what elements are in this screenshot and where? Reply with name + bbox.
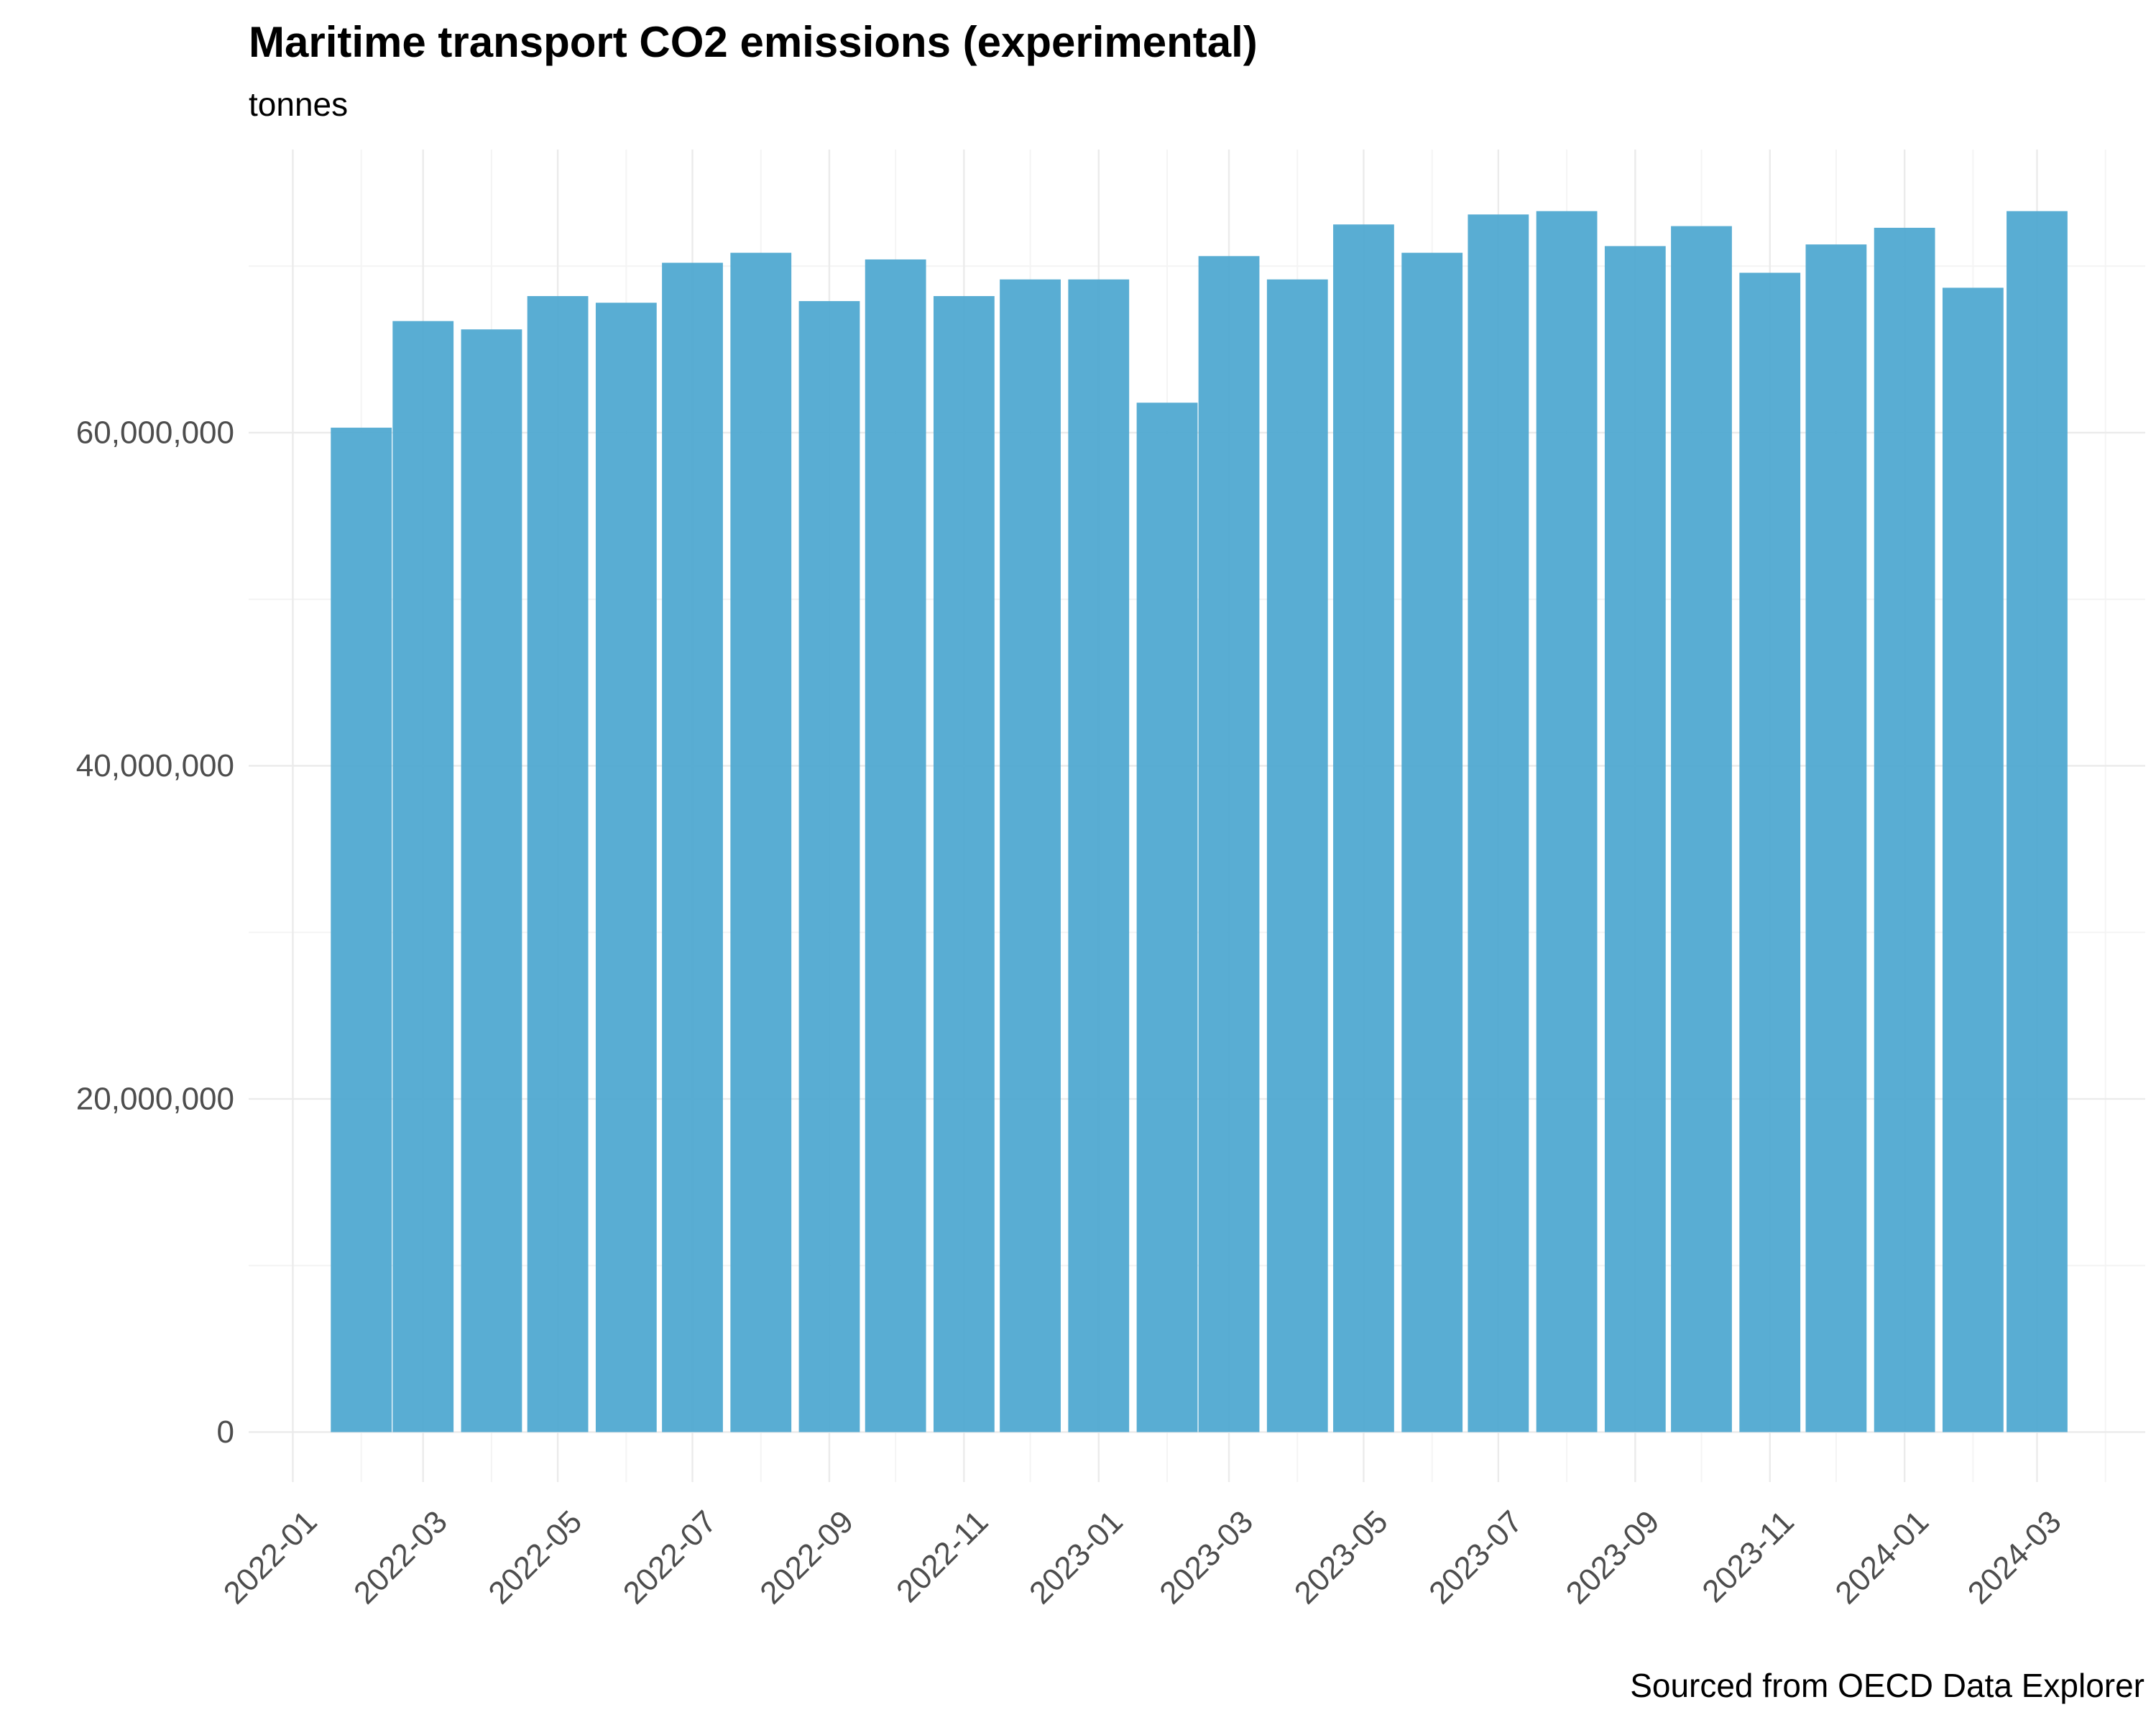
bar-2024-03	[2007, 211, 2068, 1432]
chart-title: Maritime transport CO2 emissions (experi…	[249, 18, 1258, 66]
x-tick-label: 2022-01	[217, 1504, 324, 1611]
x-tick-label: 2023-07	[1422, 1504, 1529, 1611]
bar-2022-12	[1000, 279, 1061, 1432]
bar-2023-12	[1805, 244, 1867, 1432]
bars	[331, 211, 2068, 1432]
y-tick-label: 0	[217, 1414, 234, 1450]
x-tick-label: 2024-01	[1828, 1504, 1935, 1611]
bar-2023-10	[1671, 226, 1732, 1432]
bar-2022-02	[331, 428, 392, 1432]
chart-caption: Sourced from OECD Data Explorer	[1630, 1667, 2145, 1704]
bar-2023-01	[1068, 279, 1130, 1432]
bar-2022-11	[933, 295, 995, 1432]
bar-2022-06	[595, 303, 657, 1432]
bar-2023-05	[1333, 224, 1394, 1432]
y-tick-label: 40,000,000	[76, 748, 234, 783]
y-axis-labels: 0 20,000,000 40,000,000 60,000,000	[76, 415, 234, 1450]
y-tick-label: 60,000,000	[76, 415, 234, 450]
bar-2022-05	[527, 295, 589, 1432]
x-tick-label: 2022-05	[482, 1504, 589, 1611]
bar-2022-04	[461, 329, 522, 1432]
x-tick-label: 2023-01	[1023, 1504, 1130, 1611]
y-tick-label: 20,000,000	[76, 1081, 234, 1116]
x-tick-label: 2022-07	[617, 1504, 724, 1611]
x-tick-label: 2023-11	[1695, 1504, 1801, 1609]
bar-2024-02	[1942, 288, 2004, 1432]
bar-2023-04	[1266, 279, 1328, 1432]
bar-2023-03	[1198, 256, 1260, 1432]
x-tick-label: 2022-03	[347, 1504, 454, 1611]
bar-2022-10	[865, 259, 926, 1432]
x-tick-label: 2023-03	[1153, 1504, 1260, 1611]
x-axis-labels: 2022-01 2022-03 2022-05 2022-07 2022-09 2022-…	[217, 1504, 2068, 1611]
x-tick-label: 2022-09	[753, 1504, 860, 1611]
bar-2024-01	[1874, 227, 1935, 1432]
bar-2023-08	[1536, 211, 1598, 1432]
chart-subtitle: tonnes	[249, 86, 349, 123]
x-tick-label: 2023-09	[1560, 1504, 1667, 1611]
bar-2023-07	[1468, 214, 1529, 1432]
bar-2023-02	[1136, 402, 1198, 1432]
x-tick-label: 2023-05	[1288, 1504, 1395, 1611]
bar-2023-09	[1604, 246, 1666, 1432]
bar-2022-08	[730, 252, 792, 1432]
bar-2022-07	[662, 262, 723, 1432]
x-tick-label: 2022-11	[890, 1504, 995, 1609]
bar-2023-06	[1401, 252, 1463, 1432]
x-tick-label: 2024-03	[1961, 1504, 2068, 1611]
bar-2023-11	[1739, 272, 1801, 1432]
bar-2022-03	[392, 321, 454, 1432]
bar-2022-09	[798, 300, 860, 1432]
